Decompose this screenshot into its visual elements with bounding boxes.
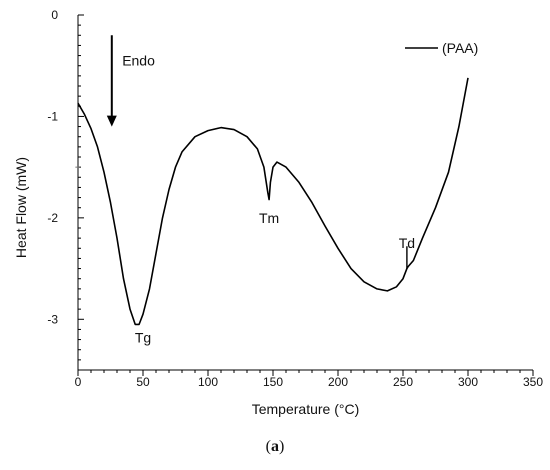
axis-ticks <box>77 14 534 376</box>
y-tick-labels: 0 -1 -2 -3 <box>47 8 58 326</box>
annotation-tm: Tm <box>259 210 279 226</box>
x-axis-title: Temperature (°C) <box>252 401 360 417</box>
x-tick-label: 50 <box>136 375 150 389</box>
x-tick-label: 150 <box>263 375 283 389</box>
x-tick-label: 350 <box>523 375 543 389</box>
annotations: Tg Tm Td Endo <box>122 53 415 346</box>
axes <box>77 15 533 371</box>
annotation-endo: Endo <box>122 53 155 69</box>
x-tick-labels: 0 50 100 150 200 250 300 350 <box>75 375 544 389</box>
legend-label: (PAA) <box>442 40 478 56</box>
y-tick-label: 0 <box>51 8 58 22</box>
x-tick-label: 300 <box>458 375 478 389</box>
y-axis-title: Heat Flow (mW) <box>13 157 29 258</box>
x-tick-label: 100 <box>198 375 218 389</box>
legend: (PAA) <box>405 40 478 56</box>
y-tick-label: -2 <box>47 211 58 225</box>
x-tick-label: 200 <box>328 375 348 389</box>
annotation-tg: Tg <box>135 330 151 346</box>
x-tick-label: 0 <box>75 375 82 389</box>
caption-letter: a <box>271 438 279 455</box>
endo-arrow-head <box>106 115 117 127</box>
annotation-td: Td <box>399 235 415 251</box>
x-tick-label: 250 <box>393 375 413 389</box>
endo-arrow <box>106 35 117 127</box>
y-tick-label: -1 <box>47 109 58 123</box>
series-line-paa <box>77 77 469 326</box>
y-tick-label: -3 <box>47 312 58 326</box>
figure-caption: (a) <box>265 438 285 455</box>
